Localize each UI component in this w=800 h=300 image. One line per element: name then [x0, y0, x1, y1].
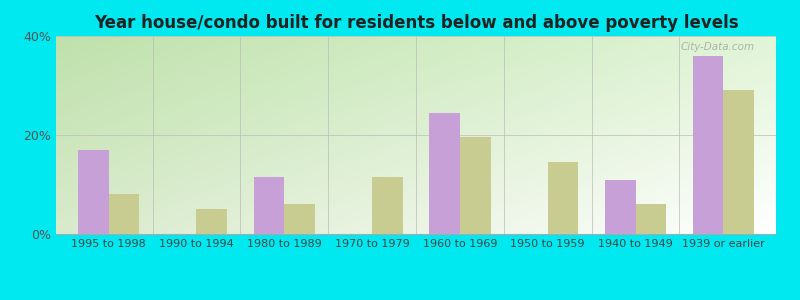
Bar — [429, 113, 460, 234]
Bar — [254, 177, 284, 234]
Bar — [197, 209, 227, 234]
Bar — [693, 56, 723, 234]
Bar — [548, 162, 578, 234]
Bar — [635, 204, 666, 234]
Bar — [605, 179, 635, 234]
Bar — [109, 194, 139, 234]
Bar — [460, 137, 490, 234]
Bar — [284, 204, 315, 234]
Bar — [372, 177, 403, 234]
Bar — [723, 90, 754, 234]
Text: City-Data.com: City-Data.com — [680, 42, 754, 52]
Title: Year house/condo built for residents below and above poverty levels: Year house/condo built for residents bel… — [94, 14, 738, 32]
Bar — [78, 150, 109, 234]
